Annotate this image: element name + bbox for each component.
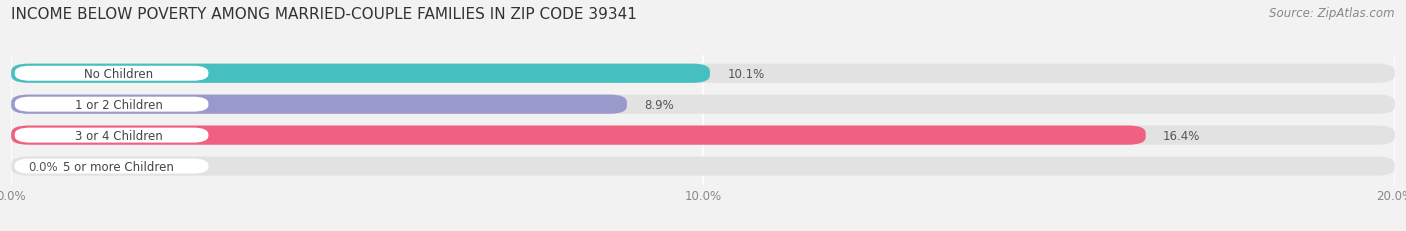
FancyBboxPatch shape — [11, 64, 710, 83]
Text: Source: ZipAtlas.com: Source: ZipAtlas.com — [1270, 7, 1395, 20]
FancyBboxPatch shape — [14, 97, 208, 112]
FancyBboxPatch shape — [14, 67, 208, 81]
FancyBboxPatch shape — [11, 95, 1395, 114]
Text: 1 or 2 Children: 1 or 2 Children — [75, 98, 163, 111]
FancyBboxPatch shape — [11, 64, 1395, 83]
Text: 8.9%: 8.9% — [644, 98, 673, 111]
FancyBboxPatch shape — [11, 157, 1395, 176]
Text: 0.0%: 0.0% — [28, 160, 58, 173]
FancyBboxPatch shape — [14, 128, 208, 143]
Text: No Children: No Children — [84, 67, 153, 80]
Text: 16.4%: 16.4% — [1163, 129, 1201, 142]
FancyBboxPatch shape — [11, 126, 1146, 145]
Text: INCOME BELOW POVERTY AMONG MARRIED-COUPLE FAMILIES IN ZIP CODE 39341: INCOME BELOW POVERTY AMONG MARRIED-COUPL… — [11, 7, 637, 22]
FancyBboxPatch shape — [11, 95, 627, 114]
FancyBboxPatch shape — [14, 159, 208, 174]
Text: 5 or more Children: 5 or more Children — [63, 160, 174, 173]
FancyBboxPatch shape — [11, 126, 1395, 145]
Text: 10.1%: 10.1% — [727, 67, 765, 80]
Text: 3 or 4 Children: 3 or 4 Children — [75, 129, 162, 142]
